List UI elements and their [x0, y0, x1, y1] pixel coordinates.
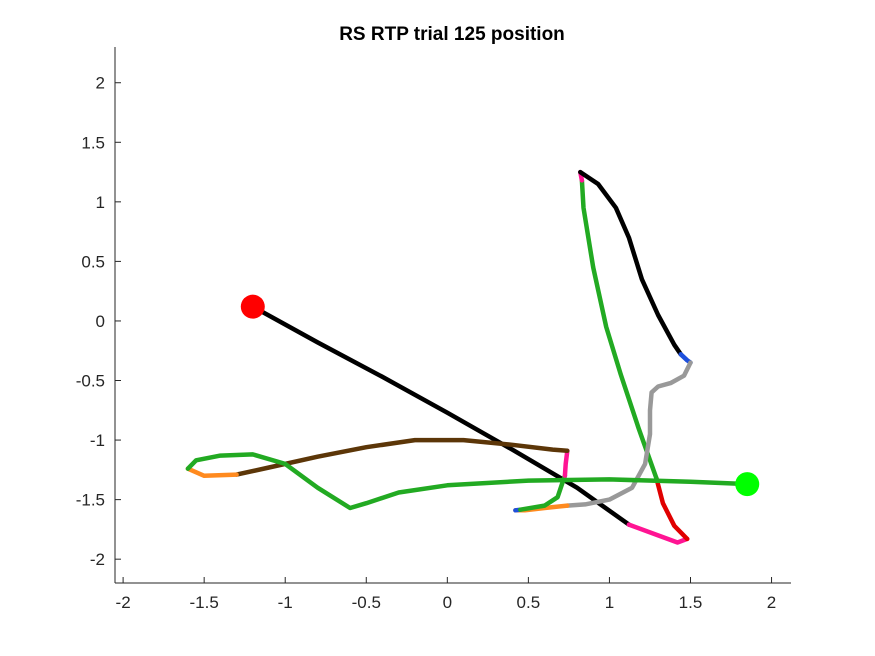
y-axis-ticks: -2 -1.5 -1 -0.5 0 0.5 1 1.5 2 — [76, 74, 121, 569]
x-tick-label: -1 — [278, 593, 293, 612]
trajectory-segment-12 — [234, 437, 570, 477]
x-tick-label: 0.5 — [517, 593, 541, 612]
y-tick-label: -1 — [90, 431, 105, 450]
trajectory-segment-11 — [562, 448, 570, 479]
x-tick-label: 1.5 — [679, 593, 703, 612]
x-tick-label: 1 — [605, 593, 614, 612]
y-tick-label: 0 — [96, 312, 105, 331]
axes — [114, 47, 791, 584]
trajectory-segment-5 — [578, 169, 684, 357]
trajectory-segment-3 — [579, 178, 659, 481]
trajectory-segment-13 — [185, 466, 239, 479]
y-tick-label: 0.5 — [81, 252, 105, 271]
trajectory-segment-2 — [654, 475, 690, 542]
trajectory-segment-14 — [185, 452, 752, 511]
x-tick-label: -0.5 — [352, 593, 381, 612]
y-tick-label: -0.5 — [76, 372, 105, 391]
trajectory-segment-1 — [626, 522, 690, 545]
y-tick-label: 1 — [96, 193, 105, 212]
end-marker — [735, 472, 760, 497]
x-tick-label: 0 — [443, 593, 452, 612]
x-axis-ticks: -2 -1.5 -1 -0.5 0 0.5 1 1.5 2 — [116, 577, 776, 612]
chart-title: RS RTP trial 125 position — [339, 24, 565, 45]
x-tick-label: -2 — [116, 593, 131, 612]
y-tick-label: -2 — [90, 550, 105, 569]
x-tick-label: 2 — [767, 593, 776, 612]
start-marker — [240, 294, 265, 319]
trajectory-segment-0 — [250, 304, 632, 527]
x-tick-label: -1.5 — [190, 593, 219, 612]
y-tick-label: -1.5 — [76, 491, 105, 510]
y-tick-label: 2 — [96, 74, 105, 93]
trajectory-segment-7 — [565, 360, 693, 508]
y-tick-label: 1.5 — [81, 133, 105, 152]
trajectory-markers — [240, 294, 760, 497]
trajectory-segments — [185, 169, 755, 545]
